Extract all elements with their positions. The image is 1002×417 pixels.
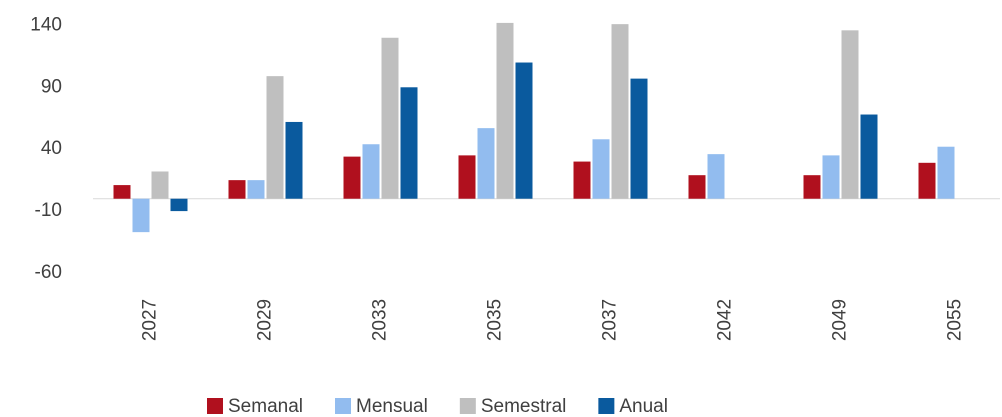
legend-swatch bbox=[207, 398, 223, 414]
bar bbox=[362, 144, 380, 199]
bar bbox=[841, 30, 859, 199]
y-tick-label: 140 bbox=[30, 14, 62, 35]
bar bbox=[937, 146, 955, 199]
bar bbox=[822, 155, 840, 199]
bar bbox=[918, 162, 936, 199]
x-tick-label: 2027 bbox=[140, 299, 161, 341]
bar bbox=[611, 24, 629, 199]
legend-swatch bbox=[459, 398, 476, 414]
y-tick-label: 90 bbox=[41, 76, 62, 97]
bar bbox=[860, 114, 878, 199]
bar bbox=[688, 175, 706, 199]
legend-label: Mensual bbox=[356, 396, 428, 417]
legend-swatch bbox=[598, 398, 615, 414]
bar bbox=[170, 198, 188, 212]
x-tick-label: 2055 bbox=[945, 299, 966, 341]
bar bbox=[496, 22, 514, 199]
bar bbox=[285, 121, 303, 199]
bar bbox=[228, 180, 246, 199]
legend-label: Semanal bbox=[228, 396, 303, 417]
bar bbox=[592, 139, 610, 199]
bar bbox=[151, 171, 169, 199]
bar bbox=[247, 180, 265, 199]
legend-label: Semestral bbox=[481, 396, 567, 417]
x-tick-label: 2029 bbox=[255, 299, 276, 341]
bar bbox=[515, 62, 533, 199]
bar bbox=[458, 155, 476, 199]
x-tick-label: 2049 bbox=[830, 299, 851, 341]
x-tick-label: 2037 bbox=[600, 299, 621, 341]
x-tick-label: 2035 bbox=[485, 299, 506, 341]
y-tick-label: -60 bbox=[35, 262, 62, 283]
bar bbox=[573, 161, 591, 199]
x-tick-label: 2042 bbox=[715, 299, 736, 341]
x-tick-label: 2033 bbox=[370, 299, 391, 341]
bar bbox=[477, 128, 495, 199]
y-tick-label: 40 bbox=[41, 138, 62, 159]
bar bbox=[113, 185, 131, 199]
bar bbox=[630, 78, 648, 199]
bar bbox=[381, 37, 399, 199]
bar bbox=[343, 156, 361, 199]
bar bbox=[266, 76, 284, 199]
bar bbox=[803, 175, 821, 199]
bar bbox=[707, 154, 725, 199]
bar bbox=[132, 198, 150, 233]
legend-swatch bbox=[335, 398, 351, 414]
y-tick-label: -10 bbox=[35, 200, 62, 221]
bar bbox=[400, 87, 418, 199]
legend-label: Anual bbox=[619, 396, 668, 417]
